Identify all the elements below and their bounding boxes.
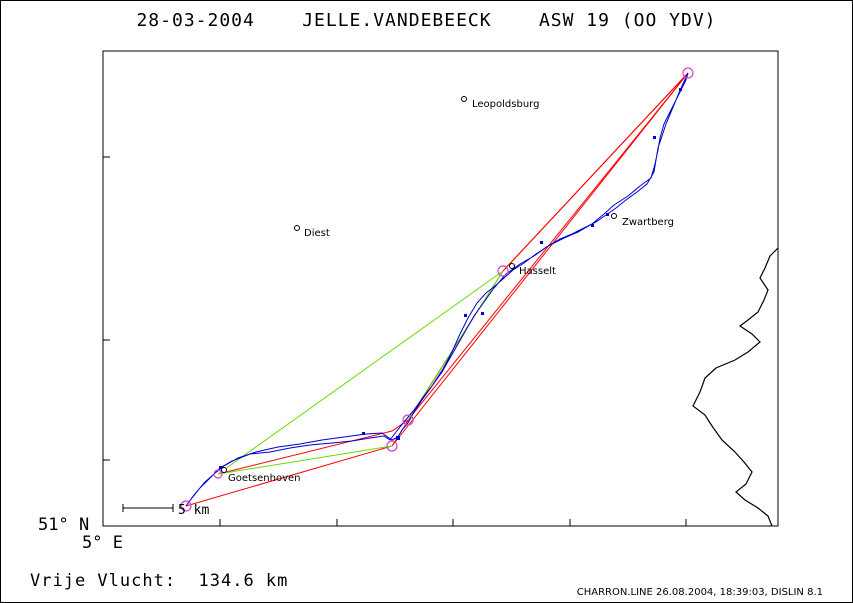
scale-label: 5 km [178, 503, 209, 518]
flight-title: 28-03-2004 JELLE.VANDEBEECK ASW 19 (OO Y… [0, 10, 853, 31]
corner-latitude: 51° N [38, 515, 90, 535]
town-label-diest: Diest [304, 228, 330, 239]
start-point [180, 500, 192, 512]
glider-name: ASW 19 (OO YDV) [538, 10, 717, 31]
town-label-leopoldsburg: Leopoldsburg [472, 99, 539, 110]
task-legs [185, 72, 689, 507]
pilot-name: JELLE.VANDEBEECK [302, 10, 492, 31]
map-frame [102, 50, 779, 527]
corner-longitude: 5° E [82, 533, 123, 553]
distance-summary: Vrije Vlucht: 134.6 km [30, 571, 289, 591]
turnpoint-mid [402, 414, 414, 426]
town-marker-hasselt [509, 263, 515, 269]
render-credit: CHARRON.LINE 26.08.2004, 18:39:03, DISLI… [576, 587, 823, 598]
track-markers [219, 88, 682, 469]
town-label-goetsenhoven: Goetsenhoven [228, 473, 301, 484]
town-marker-leopoldsburg [461, 96, 467, 102]
town-label-hasselt: Hasselt [519, 266, 556, 277]
turnpoint-hasselt [497, 265, 509, 277]
turnpoint-goetsenhoven [213, 469, 223, 479]
flight-date: 28-03-2004 [136, 10, 255, 31]
flight-track [185, 72, 689, 507]
alternate-legs [217, 270, 504, 475]
axis-ticks [103, 156, 687, 526]
country-border [692, 247, 779, 527]
turnpoint-ne [682, 67, 694, 79]
town-label-zwartberg: Zwartberg [622, 217, 674, 228]
turnpoint-south [386, 440, 398, 452]
town-marker-goetsenhoven [221, 467, 227, 473]
scale-bar [122, 504, 174, 512]
town-markers [221, 96, 617, 473]
turnpoints [180, 67, 694, 512]
town-marker-diest [294, 225, 300, 231]
town-marker-zwartberg [611, 213, 617, 219]
